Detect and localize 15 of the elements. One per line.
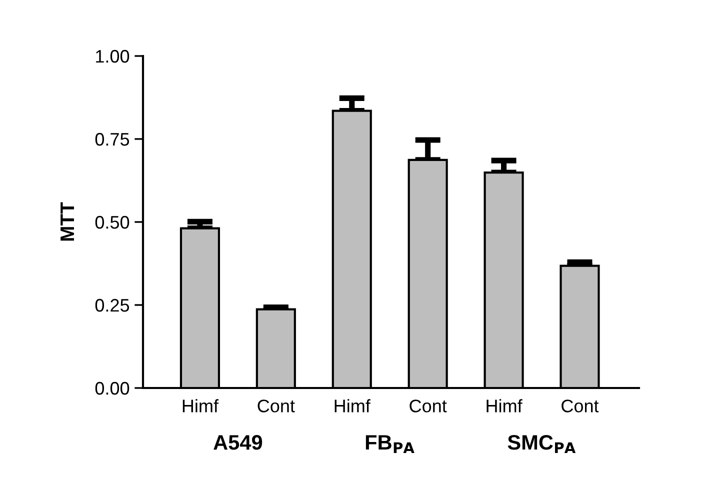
x-tick-label: Cont — [258, 400, 295, 412]
y-tick-label: 0.00 — [95, 382, 130, 395]
x-tick-label: Himf — [334, 399, 370, 412]
y-tick-label: 0.25 — [95, 298, 130, 312]
x-tick-label: Himf — [182, 399, 219, 412]
x-tick-label: Cont — [410, 400, 447, 412]
text: FB$_{PA}$ — [366, 435, 414, 453]
y-tick-label: 0.75 — [95, 132, 130, 146]
x-tick-label: Cont — [562, 400, 599, 412]
x-tick-label: Himf — [486, 399, 522, 412]
y-tick-label: 0.50 — [95, 216, 130, 229]
text: A549 — [214, 435, 262, 450]
text: SMC$_{PA}$ — [508, 434, 576, 453]
y-axis-title: MTT — [60, 202, 74, 241]
y-tick-label: 1.00 — [96, 50, 130, 63]
